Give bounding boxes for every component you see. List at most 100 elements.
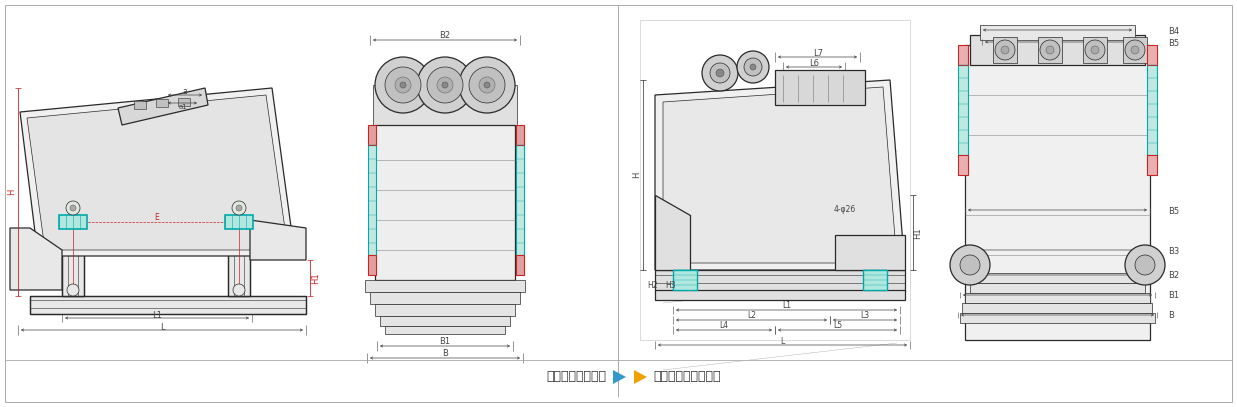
Bar [375, 125, 515, 280]
Bar [374, 85, 517, 125]
Bar [965, 45, 1150, 340]
Text: L1: L1 [152, 311, 162, 319]
Bar [970, 283, 1145, 293]
Circle shape [236, 205, 242, 211]
Bar [1123, 37, 1147, 63]
Bar [516, 125, 524, 145]
Polygon shape [10, 228, 62, 290]
Polygon shape [134, 101, 146, 109]
Text: B1: B1 [1168, 291, 1179, 300]
Text: L6: L6 [809, 59, 819, 68]
Bar [656, 270, 905, 292]
Text: 4-φ26: 4-φ26 [834, 206, 856, 214]
Circle shape [960, 255, 980, 275]
Text: E: E [155, 214, 160, 223]
Text: B2: B2 [439, 31, 450, 41]
Circle shape [400, 82, 406, 88]
Text: a1: a1 [178, 104, 187, 110]
Text: H1: H1 [913, 227, 923, 239]
Bar [385, 326, 505, 334]
Bar [59, 215, 87, 229]
Text: B5: B5 [1168, 206, 1179, 215]
Bar [228, 228, 250, 296]
Text: B3: B3 [1168, 247, 1179, 256]
Text: a: a [183, 87, 187, 96]
Bar [957, 45, 969, 65]
Text: B5: B5 [1168, 39, 1179, 48]
Bar [673, 270, 696, 290]
Bar [965, 293, 1150, 303]
Bar [980, 25, 1136, 40]
Bar [228, 228, 250, 296]
Circle shape [716, 69, 724, 77]
Bar [370, 292, 520, 304]
Circle shape [459, 57, 515, 113]
Polygon shape [27, 95, 288, 250]
Circle shape [743, 58, 762, 76]
Bar [225, 215, 254, 229]
Circle shape [1091, 46, 1098, 54]
Bar [960, 313, 1155, 323]
Polygon shape [118, 88, 208, 125]
Bar [375, 304, 515, 316]
Circle shape [71, 205, 75, 211]
Text: H2: H2 [648, 280, 658, 289]
Polygon shape [663, 87, 897, 263]
Circle shape [375, 57, 430, 113]
Text: B1: B1 [439, 337, 450, 346]
Bar [1147, 155, 1157, 175]
Circle shape [469, 67, 505, 103]
Bar [30, 296, 306, 314]
Circle shape [66, 201, 80, 215]
Text: 激振器型结构示意图: 激振器型结构示意图 [653, 370, 720, 383]
Bar [656, 290, 905, 300]
Text: L: L [160, 322, 165, 331]
Circle shape [1040, 40, 1060, 60]
Polygon shape [250, 220, 306, 260]
Bar [970, 35, 1145, 65]
Text: B: B [442, 350, 448, 359]
Circle shape [427, 67, 463, 103]
Bar [62, 228, 84, 296]
Bar [365, 280, 524, 292]
Bar [30, 296, 306, 314]
Circle shape [395, 77, 411, 93]
Circle shape [479, 77, 495, 93]
Text: L2: L2 [747, 311, 756, 320]
Text: L4: L4 [720, 322, 729, 330]
Bar [1147, 65, 1157, 155]
Bar [993, 37, 1017, 63]
Bar [957, 155, 969, 175]
Bar [1084, 37, 1107, 63]
Circle shape [1085, 40, 1105, 60]
Bar [367, 255, 376, 275]
Circle shape [1136, 255, 1155, 275]
Bar [1038, 37, 1063, 63]
Circle shape [233, 284, 245, 296]
Text: L3: L3 [861, 311, 870, 320]
Polygon shape [835, 235, 905, 270]
Circle shape [1124, 40, 1145, 60]
Text: L1: L1 [782, 302, 790, 311]
Bar [863, 270, 887, 290]
Bar [516, 255, 524, 275]
Bar [1147, 45, 1157, 65]
Circle shape [1131, 46, 1139, 54]
Circle shape [737, 51, 769, 83]
Polygon shape [614, 370, 626, 384]
Circle shape [995, 40, 1016, 60]
Text: B2: B2 [1168, 271, 1179, 280]
Circle shape [484, 82, 490, 88]
Text: L7: L7 [813, 48, 823, 57]
Polygon shape [156, 99, 168, 107]
Polygon shape [656, 80, 905, 270]
Polygon shape [635, 370, 647, 384]
Text: H: H [7, 189, 16, 195]
Bar [970, 273, 1145, 283]
Bar [640, 20, 910, 340]
Bar [957, 65, 969, 155]
Circle shape [1001, 46, 1009, 54]
Bar [962, 303, 1152, 313]
Polygon shape [656, 195, 690, 270]
Circle shape [750, 64, 756, 70]
